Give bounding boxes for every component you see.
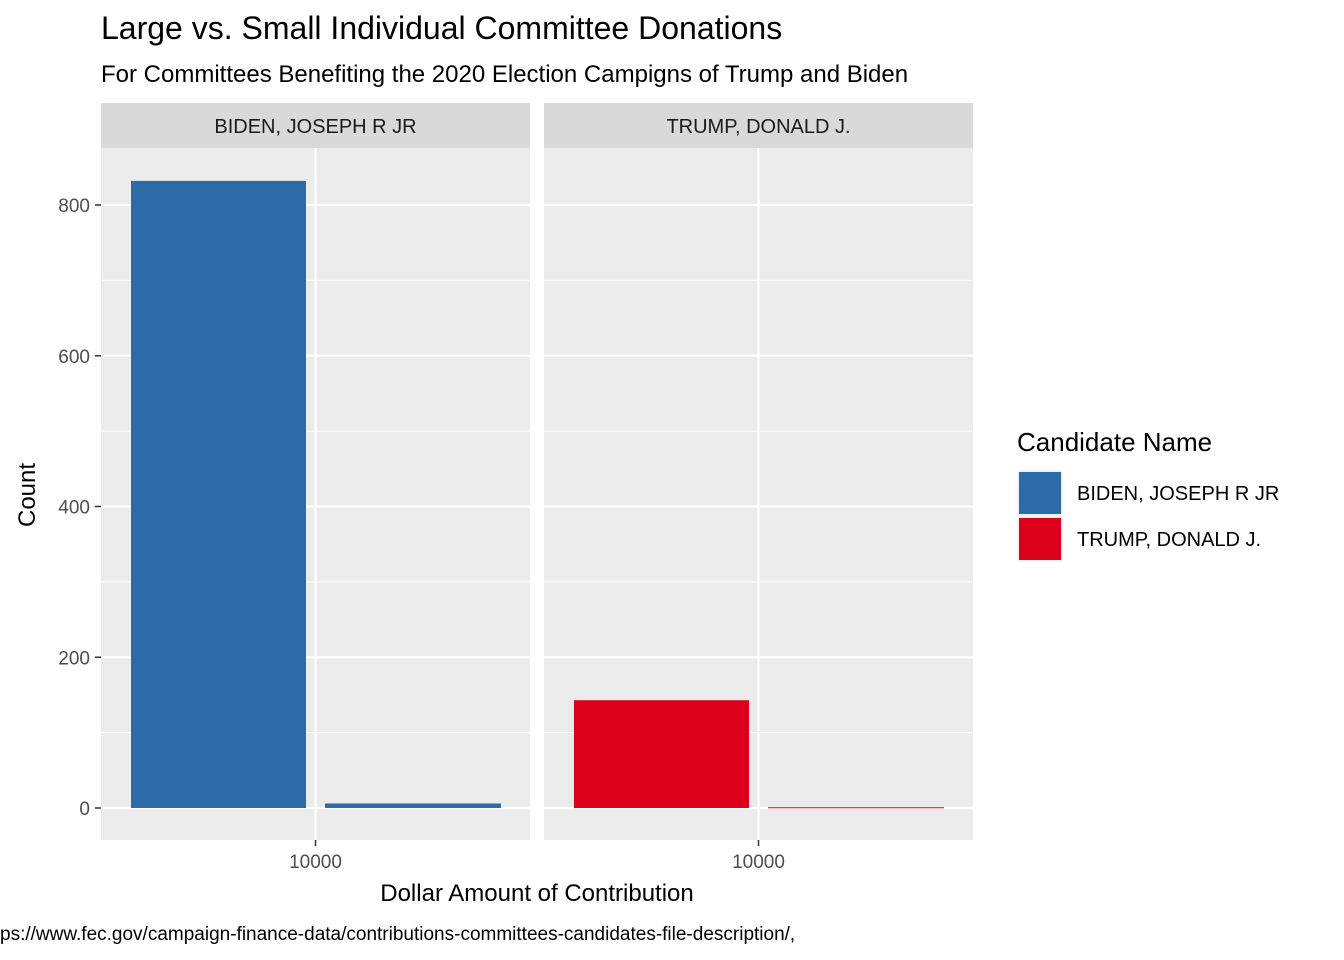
x-tick-label: 10000 (732, 852, 785, 873)
facet-panel: TRUMP, DONALD J. 10000 (544, 103, 973, 873)
legend-key (1019, 518, 1061, 560)
legend-title: Candidate Name (1017, 427, 1212, 457)
facet-strip (544, 103, 973, 148)
legend-label: TRUMP, DONALD J. (1077, 529, 1261, 551)
legend-key (1019, 472, 1061, 514)
facet-strip-label: TRUMP, DONALD J. (666, 116, 850, 138)
y-tick-label: 600 (58, 347, 90, 368)
y-tick-label: 0 (79, 799, 90, 820)
chart-title: Large vs. Small Individual Committee Don… (101, 10, 782, 46)
x-axis-title: Dollar Amount of Contribution (380, 880, 694, 907)
chart-caption: ps://www.fec.gov/campaign-finance-data/c… (0, 924, 795, 945)
bar (574, 700, 749, 808)
legend: Candidate Name BIDEN, JOSEPH R JR TRUMP, … (1017, 427, 1279, 562)
y-tick-label: 400 (58, 498, 90, 519)
facet-panel: BIDEN, JOSEPH R JR 10000 (101, 103, 530, 873)
facet-strip-label: BIDEN, JOSEPH R JR (214, 116, 416, 138)
bar (768, 807, 944, 809)
facet-strip (101, 103, 530, 148)
y-tick-label: 800 (58, 196, 90, 217)
chart-subtitle: For Committees Benefiting the 2020 Elect… (101, 61, 908, 88)
x-tick-label: 10000 (289, 852, 342, 873)
legend-label: BIDEN, JOSEPH R JR (1077, 483, 1279, 505)
y-axis-title: Count (14, 463, 41, 527)
y-axis: 0 200 400 600 800 (58, 196, 101, 820)
y-tick-label: 200 (58, 648, 90, 669)
bar (325, 803, 501, 808)
bar (131, 180, 306, 808)
facet-panels: BIDEN, JOSEPH R JR 10000 TRUMP, DONALD J. 1… (101, 103, 973, 873)
